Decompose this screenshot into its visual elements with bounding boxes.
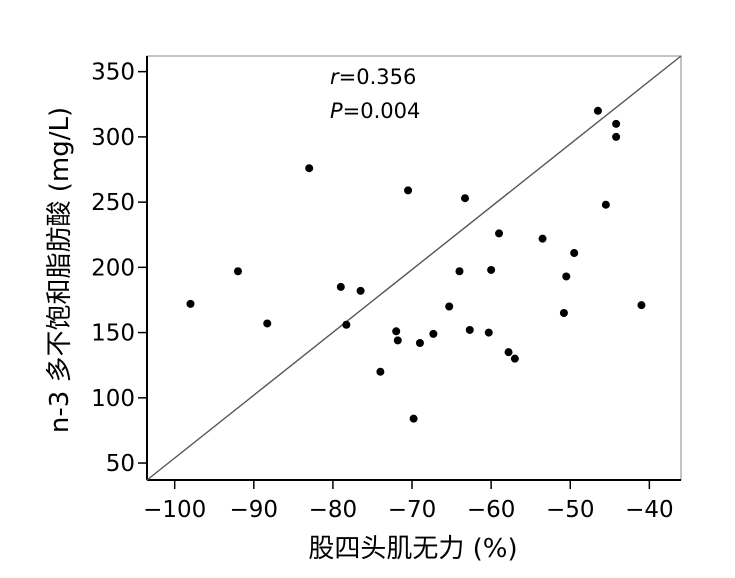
data-point [376, 367, 385, 376]
p-value: =0.004 [343, 99, 421, 123]
y-tick-label: 50 [106, 451, 135, 477]
y-tick-label: 250 [91, 190, 135, 216]
y-tick-label: 100 [91, 386, 135, 412]
data-point [465, 325, 474, 334]
x-tick-label: −80 [309, 497, 358, 523]
data-point [562, 272, 571, 281]
data-point [445, 302, 454, 311]
regression-line [146, 55, 682, 481]
data-point [461, 194, 470, 203]
data-point [504, 348, 513, 357]
data-point [601, 200, 610, 209]
data-point [409, 414, 418, 423]
data-point [510, 354, 519, 363]
data-point [495, 229, 504, 238]
data-point [484, 328, 493, 337]
data-point [455, 267, 464, 276]
x-tick-label: −70 [388, 497, 437, 523]
p-symbol: P [330, 99, 343, 123]
data-point [593, 106, 602, 115]
data-point [305, 164, 314, 173]
y-axis-ticks: 50 100 150 200 250 300 350 [91, 60, 147, 477]
r-value: =0.356 [339, 65, 417, 89]
correlation-annotation: r=0.356 [330, 65, 416, 89]
y-tick-label: 350 [91, 60, 135, 86]
data-point [487, 265, 496, 274]
data-point [559, 309, 568, 318]
x-axis-title: 股四头肌无力 (%) [308, 534, 517, 564]
data-points [186, 106, 646, 423]
x-tick-label: −100 [143, 497, 206, 523]
x-tick-label: −90 [230, 497, 279, 523]
data-point [392, 327, 401, 336]
data-point [356, 286, 365, 295]
y-axis-title: n-3 多不饱和脂肪酸 (mg/L) [45, 107, 75, 433]
data-point [404, 186, 413, 195]
data-point [342, 320, 351, 329]
data-point [263, 319, 272, 328]
data-point [612, 119, 621, 128]
y-tick-label: 200 [91, 255, 135, 281]
data-point [336, 282, 345, 291]
x-axis-ticks: −100 −90 −80 −70 −60 −50 −40 [143, 480, 674, 523]
data-point [538, 234, 547, 243]
data-point [233, 267, 242, 276]
data-point [637, 301, 646, 310]
y-tick-label: 150 [91, 321, 135, 347]
data-point [429, 329, 438, 338]
data-point [570, 248, 579, 257]
data-point [393, 336, 402, 345]
x-tick-label: −50 [546, 497, 595, 523]
p-value-annotation: P=0.004 [330, 99, 420, 123]
x-tick-label: −40 [625, 497, 674, 523]
data-point [612, 132, 621, 141]
y-tick-label: 300 [91, 125, 135, 151]
r-symbol: r [330, 65, 340, 89]
data-point [186, 299, 195, 308]
x-tick-label: −60 [467, 497, 516, 523]
data-point [415, 339, 424, 348]
